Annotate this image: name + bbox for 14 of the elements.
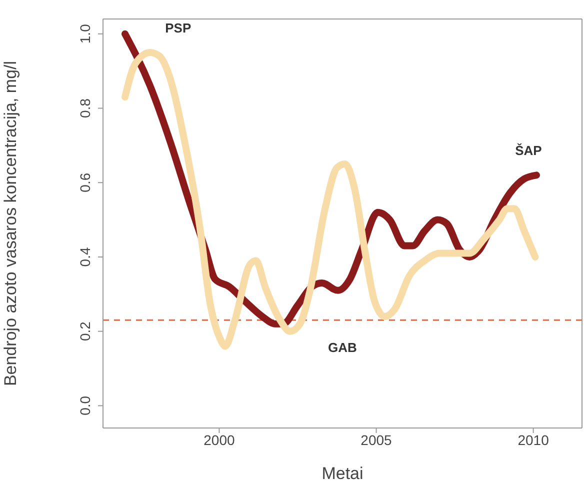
ref-line-label: GAB [328,340,357,356]
y-tick-label: 0.6 [77,172,93,192]
x-axis-title: Metai [322,464,364,483]
x-tick-label: 2010 [518,432,550,448]
x-tick-label: 2005 [360,432,392,448]
y-tick-label: 0.0 [77,396,93,416]
x-tick-label: 2000 [204,432,235,448]
y-axis-title: Bendrojo azoto vasaros koncentracija, mg/l [1,60,20,386]
y-tick-label: 1.0 [77,24,93,44]
y-tick-label: 0.2 [77,321,93,342]
y-tick-label: 0.8 [77,98,93,118]
y-tick-label: 0.4 [77,247,93,267]
series-label: PSP [165,20,192,36]
series-label: ŠAP [515,143,542,158]
